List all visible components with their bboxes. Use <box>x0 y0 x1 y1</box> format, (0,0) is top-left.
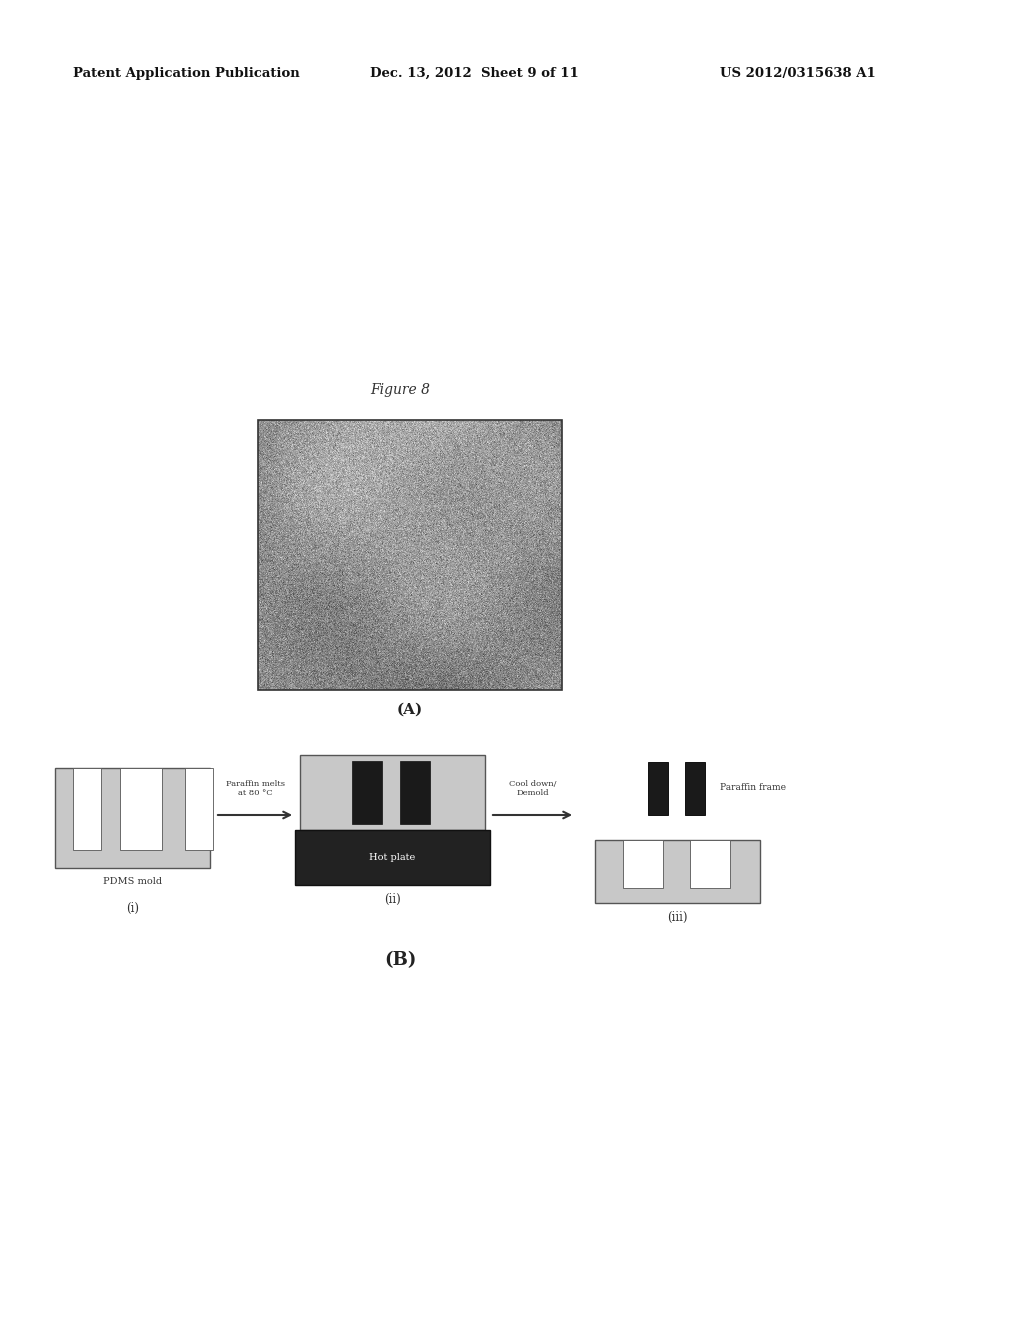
Bar <box>595 840 760 903</box>
Bar <box>185 768 213 850</box>
Bar <box>55 768 210 869</box>
Bar <box>352 762 382 824</box>
Text: Cool down/
Demold: Cool down/ Demold <box>509 780 556 797</box>
Text: (B): (B) <box>384 950 416 969</box>
Text: (iii): (iii) <box>668 911 688 924</box>
Bar <box>120 768 162 850</box>
Bar <box>295 830 490 884</box>
Text: Dec. 13, 2012  Sheet 9 of 11: Dec. 13, 2012 Sheet 9 of 11 <box>370 66 579 79</box>
Bar <box>300 755 485 830</box>
Bar <box>400 762 430 824</box>
Text: US 2012/0315638 A1: US 2012/0315638 A1 <box>720 66 876 79</box>
Bar <box>73 768 101 850</box>
Text: Hot plate: Hot plate <box>370 853 416 862</box>
Text: PDMS mold: PDMS mold <box>103 878 162 887</box>
Bar <box>623 840 663 888</box>
Text: Patent Application Publication: Patent Application Publication <box>73 66 300 79</box>
Bar <box>685 762 705 814</box>
Text: Paraffin frame: Paraffin frame <box>720 784 786 792</box>
Bar <box>258 420 562 690</box>
Bar <box>690 840 730 888</box>
Text: (A): (A) <box>397 704 423 717</box>
Text: Paraffin melts
at 80 °C: Paraffin melts at 80 °C <box>225 780 285 797</box>
Bar <box>648 762 668 814</box>
Text: (i): (i) <box>126 902 139 915</box>
Text: (ii): (ii) <box>384 892 400 906</box>
Text: Figure 8: Figure 8 <box>370 383 430 397</box>
